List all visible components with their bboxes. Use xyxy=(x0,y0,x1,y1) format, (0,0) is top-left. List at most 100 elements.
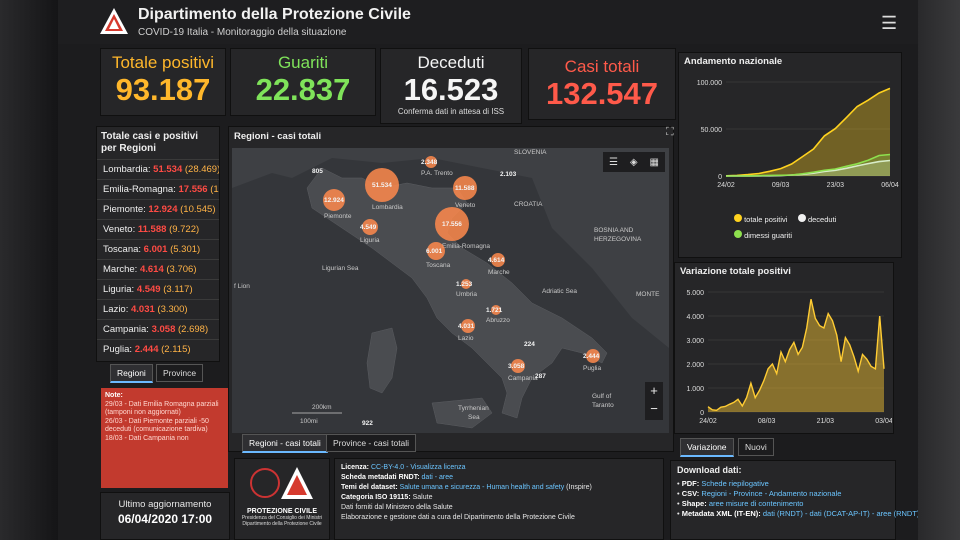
bubble-value: 2.348 xyxy=(421,159,438,166)
bubble-name: Lazio xyxy=(458,335,474,342)
info-key: Licenza: xyxy=(341,464,370,471)
x-tick-label: 21/03 xyxy=(817,418,835,425)
legend-label: deceduti xyxy=(807,215,837,224)
info-link[interactable]: Salute umana e sicurezza - Human health … xyxy=(399,484,565,491)
region-positivi: (3.300) xyxy=(157,304,188,315)
region-positivi: (3.706) xyxy=(166,264,197,275)
region-name: Lombardia: xyxy=(103,164,151,175)
list-icon[interactable]: ☰ xyxy=(608,156,618,168)
bubble-value: 4.031 xyxy=(458,323,475,330)
protezione-logo-panel: PROTEZIONE CIVILE Presidenza del Consigl… xyxy=(234,458,330,540)
bubble-puglia[interactable] xyxy=(586,349,600,363)
info-value: Elaborazione e gestione dati a cura del … xyxy=(341,514,575,521)
zoom-in-button[interactable]: + xyxy=(650,383,658,398)
info-value: Dati forniti dal Ministero della Salute xyxy=(341,504,453,511)
national-trend-chart: 100.000 50.000 024/02 09/03 23/03 06/04 xyxy=(697,80,899,189)
region-row: Lombardia: 51.534 (28.469) xyxy=(97,159,219,179)
info-link[interactable]: CC-BY-4.0 - Visualizza licenza xyxy=(370,464,466,471)
info-link[interactable]: dati - aree xyxy=(421,474,454,481)
tab-variazione[interactable]: Variazione xyxy=(680,438,734,457)
download-title: Download dati: xyxy=(677,465,742,475)
x-tick-label: 09/03 xyxy=(772,182,790,189)
bubble-veneto[interactable] xyxy=(453,176,477,200)
dataset-info-list: Licenza: CC-BY-4.0 - Visualizza licenza … xyxy=(341,463,657,523)
kpi-label: Totale positivi xyxy=(111,53,215,72)
regions-list: Lombardia: 51.534 (28.469) Emilia-Romagna… xyxy=(97,159,219,359)
download-link[interactable]: dati (RNDT) - dati (DCAT-AP-IT) - aree (… xyxy=(762,509,918,518)
region-positivi: (10.545) xyxy=(180,204,216,215)
fullscreen-icon[interactable]: ⛶ xyxy=(666,126,674,138)
bubble-p-a-trento[interactable] xyxy=(425,156,437,168)
tab-map-regioni[interactable]: Regioni - casi totali xyxy=(242,434,328,453)
tab-province[interactable]: Province xyxy=(156,364,204,382)
series-line-0 xyxy=(725,87,891,177)
bubble-piemonte[interactable] xyxy=(323,189,345,211)
bubble-value: 805 xyxy=(312,168,323,175)
region-row: Marche: 4.614 (3.706) xyxy=(97,259,219,279)
bubble-name: Umbria xyxy=(456,291,477,298)
bubble-value: 6.001 xyxy=(426,248,443,255)
bubble-campania[interactable] xyxy=(511,359,525,373)
dataset-info-row: Temi del dataset: Salute umana e sicurez… xyxy=(341,483,657,493)
region-name: Emilia-Romagna: xyxy=(103,184,176,195)
bubble-toscana[interactable] xyxy=(427,242,445,260)
bubble-marche[interactable] xyxy=(491,253,505,267)
download-row: • PDF: Schede riepilogative xyxy=(677,479,769,488)
tab-nuovi[interactable]: Nuovi xyxy=(738,438,774,456)
download-list: • PDF: Schede riepilogative • CSV: Region… xyxy=(677,479,918,519)
protezione-civile-logo-icon xyxy=(100,8,128,34)
tab-map-province[interactable]: Province - casi totali xyxy=(326,434,417,452)
region-total: 4.614 xyxy=(139,264,164,275)
series-area-2 xyxy=(726,154,890,176)
zoom-out-button[interactable]: − xyxy=(650,401,658,416)
download-row: • CSV: Regioni - Province - Andamento na… xyxy=(677,489,842,498)
download-key: PDF: xyxy=(681,479,700,488)
y-tick-label: 1.000 xyxy=(686,386,704,393)
region-total: 11.588 xyxy=(137,224,167,235)
place-label: BOSNIA AND xyxy=(594,227,634,234)
bubble-value: 1.721 xyxy=(486,307,503,314)
page-subtitle: COVID-19 Italia - Monitoraggio della sit… xyxy=(138,27,347,38)
bubble-lazio[interactable] xyxy=(461,319,475,333)
bubble-name: Lombardia xyxy=(372,204,403,211)
kpi-casi-totali: Casi totali 132.547 xyxy=(528,48,676,120)
bubble-umbria[interactable] xyxy=(461,279,471,289)
download-link[interactable]: Schede riepilogative xyxy=(701,479,769,488)
download-panel: Download dati: • PDF: Schede riepilogati… xyxy=(670,460,918,540)
region-positivi: (13.051) xyxy=(210,184,219,195)
bubble-name: Puglia xyxy=(583,365,601,372)
bubble-abruzzo[interactable] xyxy=(491,305,501,315)
note-item: 29/03 - Dati Emilia Romagna parziali (ta… xyxy=(105,400,219,417)
place-label: Adriatic Sea xyxy=(542,288,577,295)
download-link[interactable]: Regioni - Province - Andamento nazionale xyxy=(701,489,842,498)
hamburger-menu-icon[interactable]: ☰ xyxy=(881,13,898,33)
region-total: 2.444 xyxy=(134,344,159,355)
info-key: Temi del dataset: xyxy=(341,484,398,491)
scale-km: 200km xyxy=(312,404,332,411)
bubble-value: 11.588 xyxy=(455,185,475,192)
national-trend-legend: totale positivi deceduti dimessi guariti xyxy=(734,212,836,244)
national-trend-title: Andamento nazionale xyxy=(684,56,783,67)
qr-icon[interactable]: ▦ xyxy=(649,156,659,168)
legend-dot xyxy=(734,230,742,238)
italy-map[interactable]: SLOVENIA CROATIA BOSNIA AND HERZEGOVINA … xyxy=(232,148,669,433)
download-link[interactable]: aree misure di contenimento xyxy=(708,499,804,508)
bubble-lombardia[interactable] xyxy=(365,168,399,202)
layers-icon[interactable]: ◈ xyxy=(629,156,638,168)
tab-regioni[interactable]: Regioni xyxy=(110,364,153,383)
region-positivi: (2.115) xyxy=(161,344,191,355)
y-tick-label: 50.000 xyxy=(701,127,723,134)
series-line-2 xyxy=(726,153,891,177)
logo-sub: Presidenza del Consiglio dei Ministri xyxy=(241,515,323,521)
y-tick-label: 5.000 xyxy=(686,290,704,297)
download-row: • Shape: aree misure di contenimento xyxy=(677,499,804,508)
x-tick-label: 03/04 xyxy=(875,418,892,425)
variation-title: Variazione totale positivi xyxy=(680,266,791,277)
bubble-name: Marche xyxy=(488,269,510,276)
region-row: Lazio: 4.031 (3.300) xyxy=(97,299,219,319)
bubble-liguria[interactable] xyxy=(362,219,378,235)
bubble-value: 17.556 xyxy=(442,221,462,228)
bubble-emilia-romagna[interactable] xyxy=(435,207,469,241)
regions-list-panel: Totale casi e positivi per Regioni Lomba… xyxy=(96,126,220,362)
y-tick-label: 0 xyxy=(700,410,704,417)
